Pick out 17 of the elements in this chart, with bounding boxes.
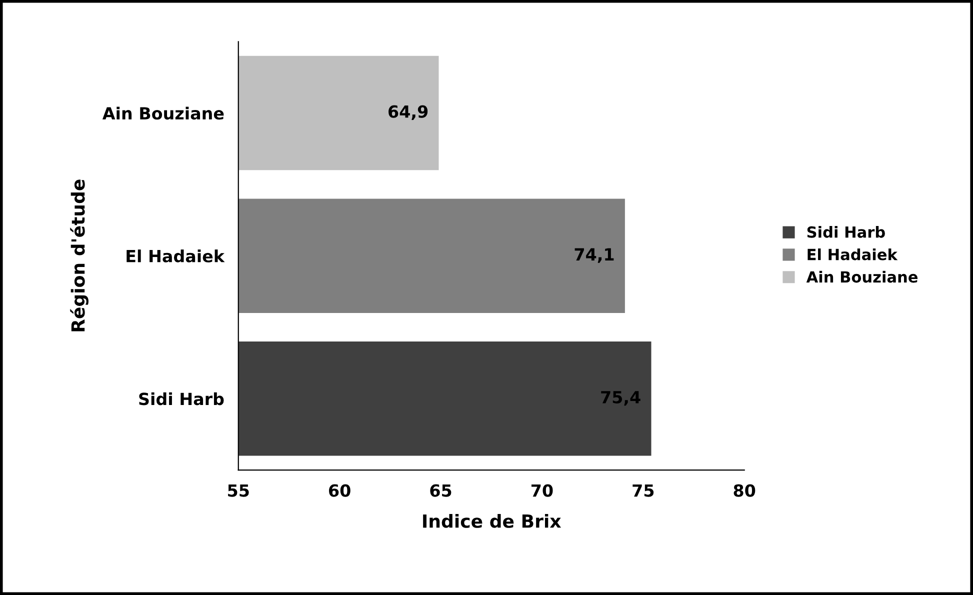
y-tick-label: Sidi Harb xyxy=(139,392,224,406)
data-label: 64,9 xyxy=(388,105,428,120)
data-label: 75,4 xyxy=(601,391,640,406)
y-tick-label: Ain Bouziane xyxy=(102,106,224,120)
x-tick-label: 65 xyxy=(430,484,452,497)
data-label: 74,1 xyxy=(574,248,614,263)
x-axis-title: Indice de Brix xyxy=(423,514,562,528)
legend-label: El Hadaiek xyxy=(808,248,898,260)
x-tick-label: 70 xyxy=(531,484,553,497)
x-tick-label: 55 xyxy=(228,484,249,497)
legend-label: Ain Bouziane xyxy=(806,270,918,283)
x-tick-label: 80 xyxy=(734,484,756,497)
x-tick-label: 60 xyxy=(329,484,350,497)
x-tick-label: 75 xyxy=(632,484,654,497)
y-tick-label: El Hadaiek xyxy=(126,250,225,262)
y-axis-title: Région d'étude xyxy=(70,180,88,332)
legend-label: Sidi Harb xyxy=(807,226,885,238)
